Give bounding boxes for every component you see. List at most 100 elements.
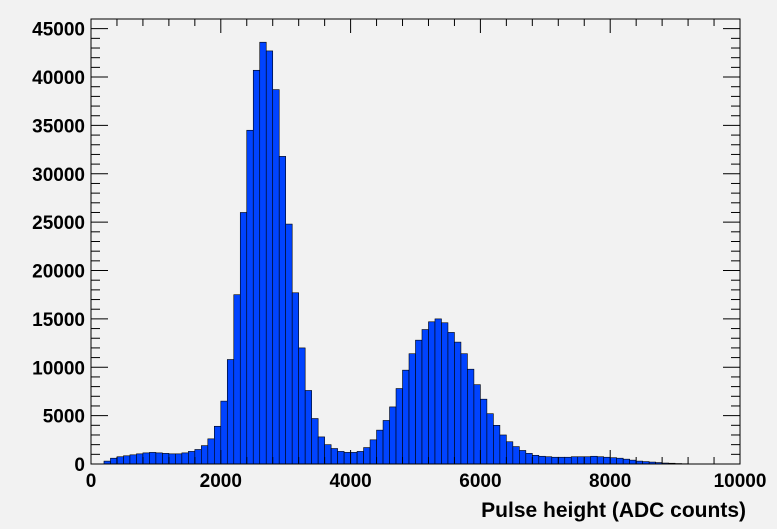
histogram-bar [110, 457, 118, 465]
histogram-bar [499, 434, 507, 465]
histogram-bar [214, 425, 222, 465]
histogram-bar [389, 406, 397, 465]
histogram-bar [616, 457, 624, 465]
histogram-bar [395, 388, 403, 465]
histogram-bar [252, 69, 261, 465]
histogram-bar [460, 353, 468, 465]
histogram-bar [116, 456, 124, 465]
x-tick-label: 10000 [714, 471, 767, 492]
histogram-bar [382, 420, 390, 465]
histogram-bar [434, 318, 442, 465]
histogram-bar [415, 339, 423, 465]
y-tick-label: 45000 [32, 20, 85, 41]
histogram-bar [596, 456, 605, 465]
histogram-bar [551, 456, 559, 465]
histogram-bar [486, 413, 494, 465]
histogram-bar [622, 458, 630, 465]
histogram-bar [356, 451, 364, 465]
histogram-bar [609, 457, 617, 465]
plot-frame [90, 18, 741, 465]
histogram-bar [590, 455, 598, 465]
histogram-bar [629, 459, 637, 465]
histogram-bar [162, 453, 170, 465]
histogram-bar [512, 446, 520, 465]
y-tick-label: 25000 [32, 213, 85, 234]
histogram-bar [285, 223, 293, 465]
histogram-bar [350, 452, 358, 465]
histogram-bar [175, 453, 183, 465]
y-tick-label: 5000 [43, 407, 85, 428]
histogram-bar [506, 441, 514, 465]
histogram-bar [291, 292, 299, 465]
x-tick-label: 8000 [589, 471, 631, 492]
histogram-bar [278, 156, 286, 465]
histogram-bar [226, 359, 235, 465]
histogram-bar [577, 456, 585, 465]
x-tick-label: 2000 [200, 471, 242, 492]
histogram-bar [246, 129, 254, 465]
y-tick-label: 30000 [32, 165, 85, 186]
x-axis-ticks: 0 2000 4000 6000 8000 10000 [86, 19, 767, 492]
histogram-bar [532, 454, 540, 465]
histogram-bar [557, 456, 566, 465]
histogram-bar [376, 429, 384, 465]
histogram-bar [421, 329, 429, 465]
histogram-bar [428, 321, 436, 465]
histogram-bar [304, 390, 312, 465]
x-tick-label: 0 [86, 471, 97, 492]
y-tick-label: 10000 [32, 358, 85, 379]
histogram-bar [298, 347, 306, 465]
y-tick-label: 20000 [32, 262, 85, 283]
histogram-bar [155, 452, 163, 465]
y-tick-label: 0 [74, 455, 85, 476]
histogram-bar [473, 384, 481, 465]
y-tick-label: 40000 [32, 68, 85, 89]
y-tick-label: 15000 [32, 310, 85, 331]
histogram-bar [480, 398, 488, 465]
histogram-bar [402, 369, 410, 465]
y-axis-ticks: 0 5000 10000 15000 20000 25000 30000 35000 40000… [32, 18, 740, 476]
x-tick-label: 6000 [459, 471, 501, 492]
y-tick-label: 35000 [32, 116, 85, 137]
histogram-bar [369, 439, 377, 465]
histogram-bar [408, 353, 416, 465]
histogram-bar [519, 450, 527, 465]
histogram-bar [265, 50, 274, 465]
histogram-bar [317, 436, 325, 465]
histogram-bar [129, 454, 137, 465]
histogram-bar [538, 455, 546, 465]
histogram-bar [493, 424, 501, 465]
histogram-bar [194, 449, 202, 465]
histogram-bar [181, 452, 189, 465]
histogram-bar [570, 456, 579, 465]
histogram-bar [188, 451, 196, 465]
histogram-bar [207, 438, 215, 465]
histogram-bar [233, 294, 241, 465]
histogram-bar [123, 455, 131, 465]
histogram-bar [330, 448, 338, 465]
histogram-bar [544, 456, 553, 465]
histogram-bar [583, 456, 592, 465]
histogram-bar [259, 41, 267, 465]
histogram-bar [337, 451, 345, 465]
histogram-bar [201, 445, 209, 465]
histogram-bar [363, 447, 371, 465]
histogram-bar [447, 332, 455, 465]
histogram-bar [136, 453, 144, 465]
histogram-bar [272, 89, 280, 465]
histogram-bar [168, 453, 176, 465]
histogram-bar [441, 322, 449, 465]
histogram-bar [220, 400, 228, 465]
histogram-bar [149, 452, 157, 465]
histogram-bar [564, 456, 572, 465]
x-axis-title: Pulse height (ADC counts) [481, 499, 746, 522]
histogram-bar [311, 418, 319, 465]
histogram-bar [525, 453, 533, 465]
histogram-bar [239, 212, 248, 465]
histogram-bar [142, 452, 150, 465]
histogram-bar [467, 368, 475, 465]
histogram-bar [324, 444, 332, 465]
histogram-bar [343, 452, 351, 465]
histogram-bar [603, 456, 611, 465]
